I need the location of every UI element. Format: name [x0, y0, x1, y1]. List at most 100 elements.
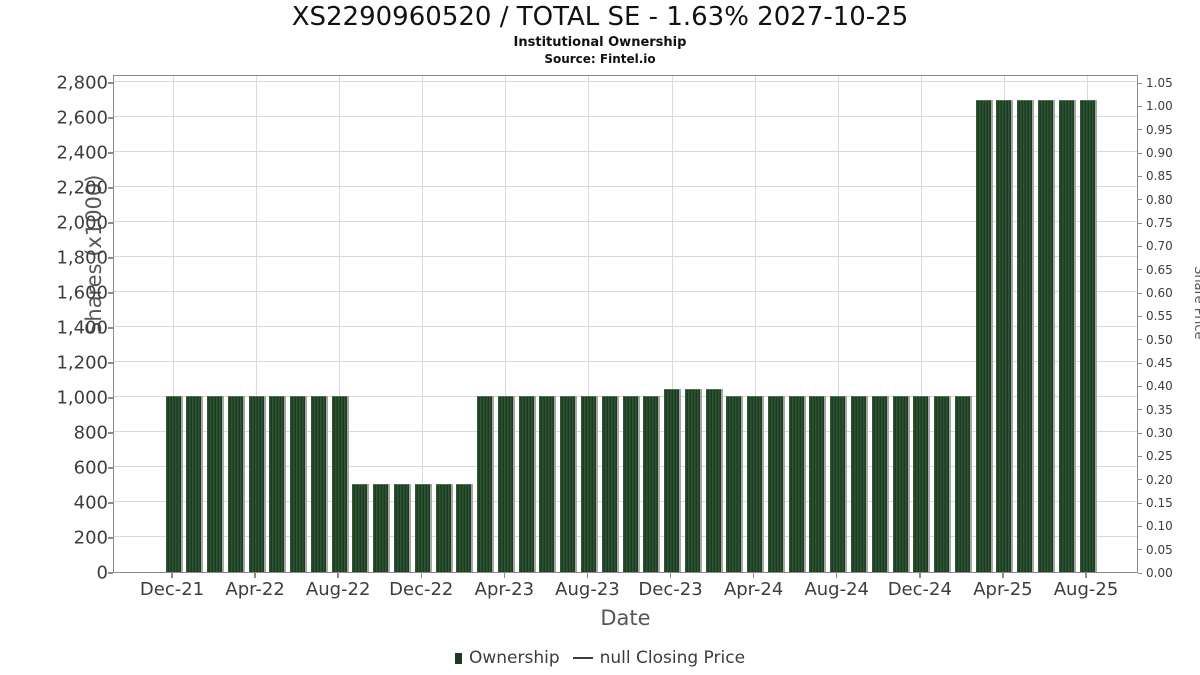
x-axis-tick — [586, 573, 589, 578]
ownership-bar — [622, 396, 638, 572]
ownership-bar — [186, 396, 202, 572]
x-axis-tick — [669, 573, 672, 578]
y-axis-left-tick — [108, 187, 113, 189]
y-axis-right-tick — [1138, 199, 1142, 201]
ownership-bar — [747, 396, 763, 572]
ownership-swatch-icon — [454, 652, 462, 664]
y-axis-right-tick-label: 0.10 — [1146, 519, 1173, 534]
y-axis-left-tick-label: 2,000 — [56, 212, 108, 234]
gridline-vertical — [588, 76, 590, 572]
x-axis-tick — [835, 573, 838, 578]
y-axis-right-tick — [1138, 479, 1142, 481]
ownership-bar — [248, 396, 264, 572]
ownership-bar — [809, 396, 825, 572]
y-axis-left-tick — [108, 432, 113, 434]
ownership-bar — [477, 396, 493, 572]
gridline-horizontal — [114, 291, 1137, 292]
y-axis-left-tick — [108, 152, 113, 154]
y-axis-right-tick — [1138, 502, 1142, 504]
ownership-bar — [269, 396, 285, 572]
y-axis-left-tick-label: 600 — [73, 457, 108, 479]
y-axis-right-tick — [1138, 245, 1142, 247]
ownership-bar — [207, 396, 223, 572]
gridline-vertical — [837, 76, 839, 572]
x-axis-tick-label: Dec-21 — [139, 579, 205, 600]
ownership-bar — [1079, 100, 1095, 572]
ownership-bar — [518, 396, 534, 572]
x-axis-tick-label: Apr-22 — [225, 579, 285, 600]
y-axis-left-tick-label: 2,200 — [56, 177, 108, 199]
y-axis-right-tick-label: 0.45 — [1146, 356, 1173, 370]
plot-area — [113, 75, 1138, 573]
y-axis-left-tick-label: 1,400 — [56, 317, 108, 339]
ownership-bar — [767, 396, 783, 572]
y-axis-right-tick — [1138, 105, 1142, 107]
y-axis-left-tick — [108, 82, 113, 84]
ownership-bar — [414, 483, 430, 572]
ownership-bar — [975, 100, 991, 572]
y-axis-left-tick — [108, 502, 113, 504]
legend-ownership-label: Ownership — [468, 648, 560, 668]
gridline-vertical — [754, 76, 756, 572]
gridline-horizontal — [114, 81, 1137, 82]
y-axis-right-tick — [1138, 152, 1142, 154]
x-axis-tick — [337, 573, 339, 578]
y-axis-right-tick — [1138, 222, 1142, 224]
ownership-bar — [726, 396, 742, 572]
y-axis-right-tick — [1138, 269, 1142, 271]
ownership-bar — [539, 396, 555, 572]
y-axis-right-tick-label: 0.95 — [1146, 122, 1173, 137]
y-axis-left-tick-label: 800 — [73, 422, 108, 444]
gridline-vertical — [920, 76, 922, 572]
y-axis-right-tick — [1138, 175, 1142, 177]
ownership-bar — [290, 396, 306, 572]
y-axis-right-tick — [1138, 455, 1142, 457]
chart-source: Source: Fintel.io — [544, 52, 656, 66]
gridline-horizontal — [114, 151, 1137, 152]
y-axis-left-tick — [108, 222, 113, 224]
closing-price-line-icon — [572, 657, 593, 659]
ownership-bar — [435, 483, 451, 572]
y-axis-right-tick-label: 1.05 — [1146, 76, 1173, 90]
x-axis-tick-label: Aug-23 — [555, 579, 620, 600]
gridline-vertical — [505, 76, 507, 572]
y-axis-left-tick — [108, 572, 113, 574]
y-axis-left-tick — [108, 362, 113, 364]
ownership-bar — [830, 396, 846, 572]
y-axis-right-tick-label: 0.85 — [1146, 169, 1173, 184]
y-axis-right-tick-label: 0.50 — [1146, 332, 1173, 347]
ownership-bar — [1037, 100, 1053, 572]
y-axis-right-tick-label: 0.25 — [1146, 449, 1173, 464]
x-axis-tick — [1085, 573, 1087, 578]
ownership-bar — [227, 396, 243, 572]
ownership-bar — [664, 389, 680, 572]
ownership-bar — [560, 396, 576, 572]
y-axis-right-tick — [1138, 315, 1142, 317]
x-axis-title: Date — [600, 606, 651, 630]
y-axis-left-tick — [108, 292, 113, 294]
x-axis-tick — [254, 573, 256, 578]
y-axis-right-tick — [1138, 385, 1142, 387]
ownership-bar — [497, 396, 513, 572]
y-axis-title-right: Share Price — [1191, 266, 1200, 340]
y-axis-right-tick — [1138, 82, 1142, 84]
y-axis-left-tick-label: 200 — [73, 527, 108, 549]
y-axis-right-tick — [1138, 409, 1142, 411]
x-axis-tick — [1002, 573, 1004, 578]
y-axis-right-tick-label: 0.35 — [1146, 402, 1173, 417]
x-axis-tick — [919, 573, 921, 578]
y-axis-right-tick-label: 0.80 — [1146, 192, 1173, 207]
legend: Ownership null Closing Price — [0, 645, 1200, 671]
y-axis-right-tick — [1138, 572, 1142, 574]
ownership-bar — [165, 396, 181, 572]
y-axis-right-tick — [1138, 549, 1142, 551]
x-axis-tick — [752, 573, 755, 578]
gridline-vertical — [173, 76, 174, 572]
y-axis-left-tick — [108, 467, 113, 469]
x-axis-tick-label: Aug-22 — [305, 579, 371, 600]
gridline-horizontal — [114, 221, 1137, 222]
gridline-horizontal — [114, 116, 1137, 117]
ownership-bar — [643, 396, 659, 572]
y-axis-right-tick-label: 0.00 — [1146, 566, 1173, 580]
